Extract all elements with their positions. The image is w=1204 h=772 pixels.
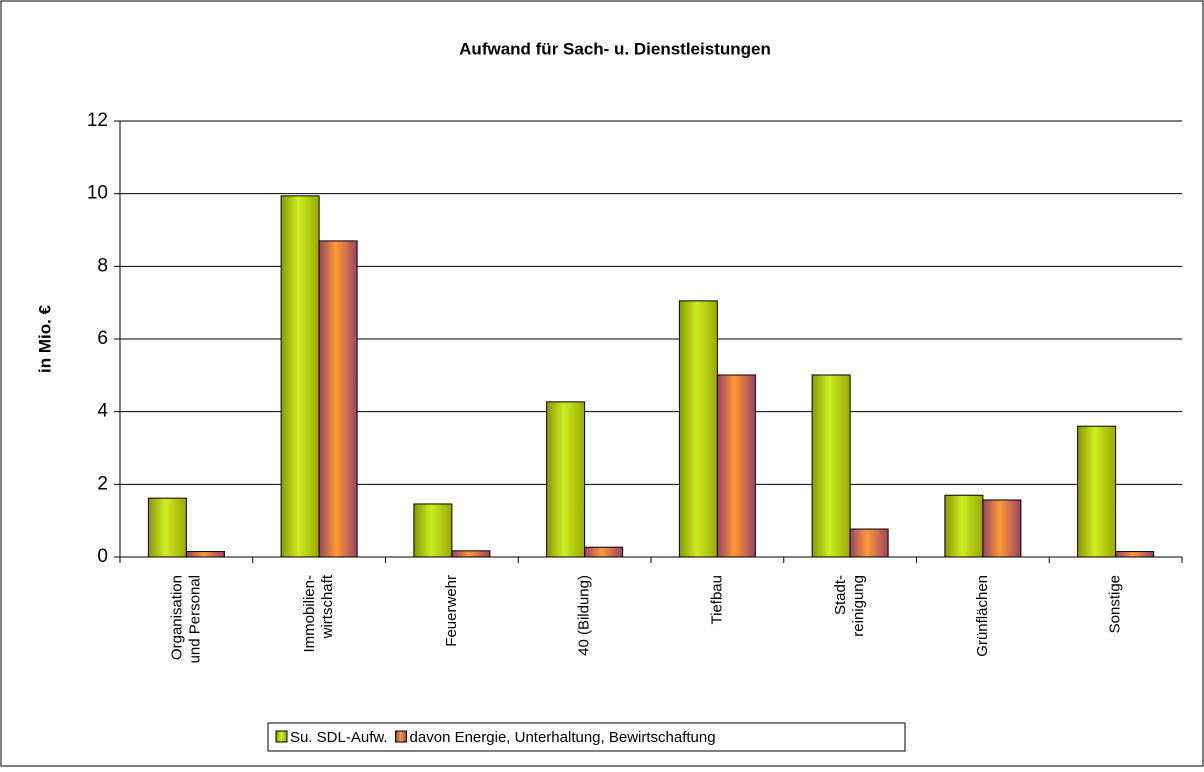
bar bbox=[451, 550, 491, 558]
x-tick-label: Sonstige bbox=[1107, 575, 1124, 633]
x-tick-label: Stadt-reinigung bbox=[832, 575, 867, 637]
bar bbox=[185, 551, 225, 558]
legend-label: davon Energie, Unterhaltung, Bewirtschaf… bbox=[410, 729, 716, 746]
bar bbox=[413, 503, 453, 558]
legend-box bbox=[267, 722, 906, 752]
y-tick-label: 10 bbox=[87, 183, 108, 204]
bar bbox=[584, 546, 624, 558]
x-tick-label: Immobilien-wirtschaft bbox=[301, 574, 336, 652]
legend-swatch bbox=[395, 730, 408, 743]
bar bbox=[849, 528, 889, 558]
chart-title: Aufwand für Sach- u. Dienstleistungen bbox=[459, 39, 771, 58]
legend-swatch bbox=[275, 730, 288, 743]
bar bbox=[1077, 425, 1117, 558]
y-tick-label: 0 bbox=[97, 546, 108, 567]
bar bbox=[1115, 551, 1155, 558]
bar bbox=[280, 195, 320, 558]
x-tick-label: 40 (Bildung) bbox=[576, 575, 593, 656]
bar bbox=[318, 240, 358, 558]
y-axis-label: in Mio. € bbox=[35, 304, 54, 373]
y-tick-label: 4 bbox=[97, 401, 108, 422]
y-tick-label: 6 bbox=[97, 328, 108, 349]
x-tick-label: Organisationund Personal bbox=[168, 575, 203, 663]
y-tick-label: 2 bbox=[97, 473, 108, 494]
bar bbox=[716, 374, 756, 558]
y-tick-label: 8 bbox=[97, 255, 108, 276]
y-tick-label: 12 bbox=[87, 110, 108, 131]
x-tick-label: Tiefbau bbox=[708, 575, 725, 624]
x-tick-label: Feuerwehr bbox=[443, 575, 460, 647]
x-tick-label: Grünflächen bbox=[974, 575, 991, 657]
bar bbox=[678, 300, 718, 558]
bar bbox=[147, 497, 187, 558]
bar bbox=[546, 401, 586, 558]
legend-label: Su. SDL-Aufw. bbox=[290, 729, 388, 746]
bar bbox=[811, 374, 851, 558]
bar bbox=[944, 494, 984, 558]
bar bbox=[982, 499, 1022, 558]
